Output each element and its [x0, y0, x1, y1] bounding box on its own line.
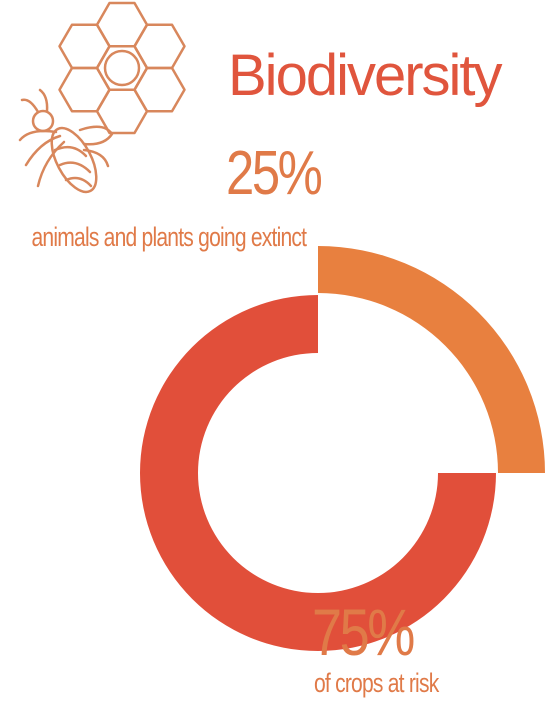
data-label-description: of crops at risk [314, 668, 439, 698]
donut-segment-crops-at-risk [140, 295, 496, 651]
donut-segment-species-extinct [318, 246, 545, 473]
data-label-description: animals and plants going extinct [31, 222, 307, 252]
data-label-percent: 25% [226, 139, 323, 208]
data-label-percent: 75% [312, 595, 415, 669]
honeycomb-flower-icon [58, 1, 186, 135]
chart-title: Biodiversity [228, 43, 503, 108]
honeycomb-cell [133, 23, 186, 70]
flower-center-circle [103, 49, 141, 87]
honeycomb-cell [58, 66, 111, 113]
bee-icon [18, 88, 114, 194]
donut-chart [140, 246, 545, 651]
